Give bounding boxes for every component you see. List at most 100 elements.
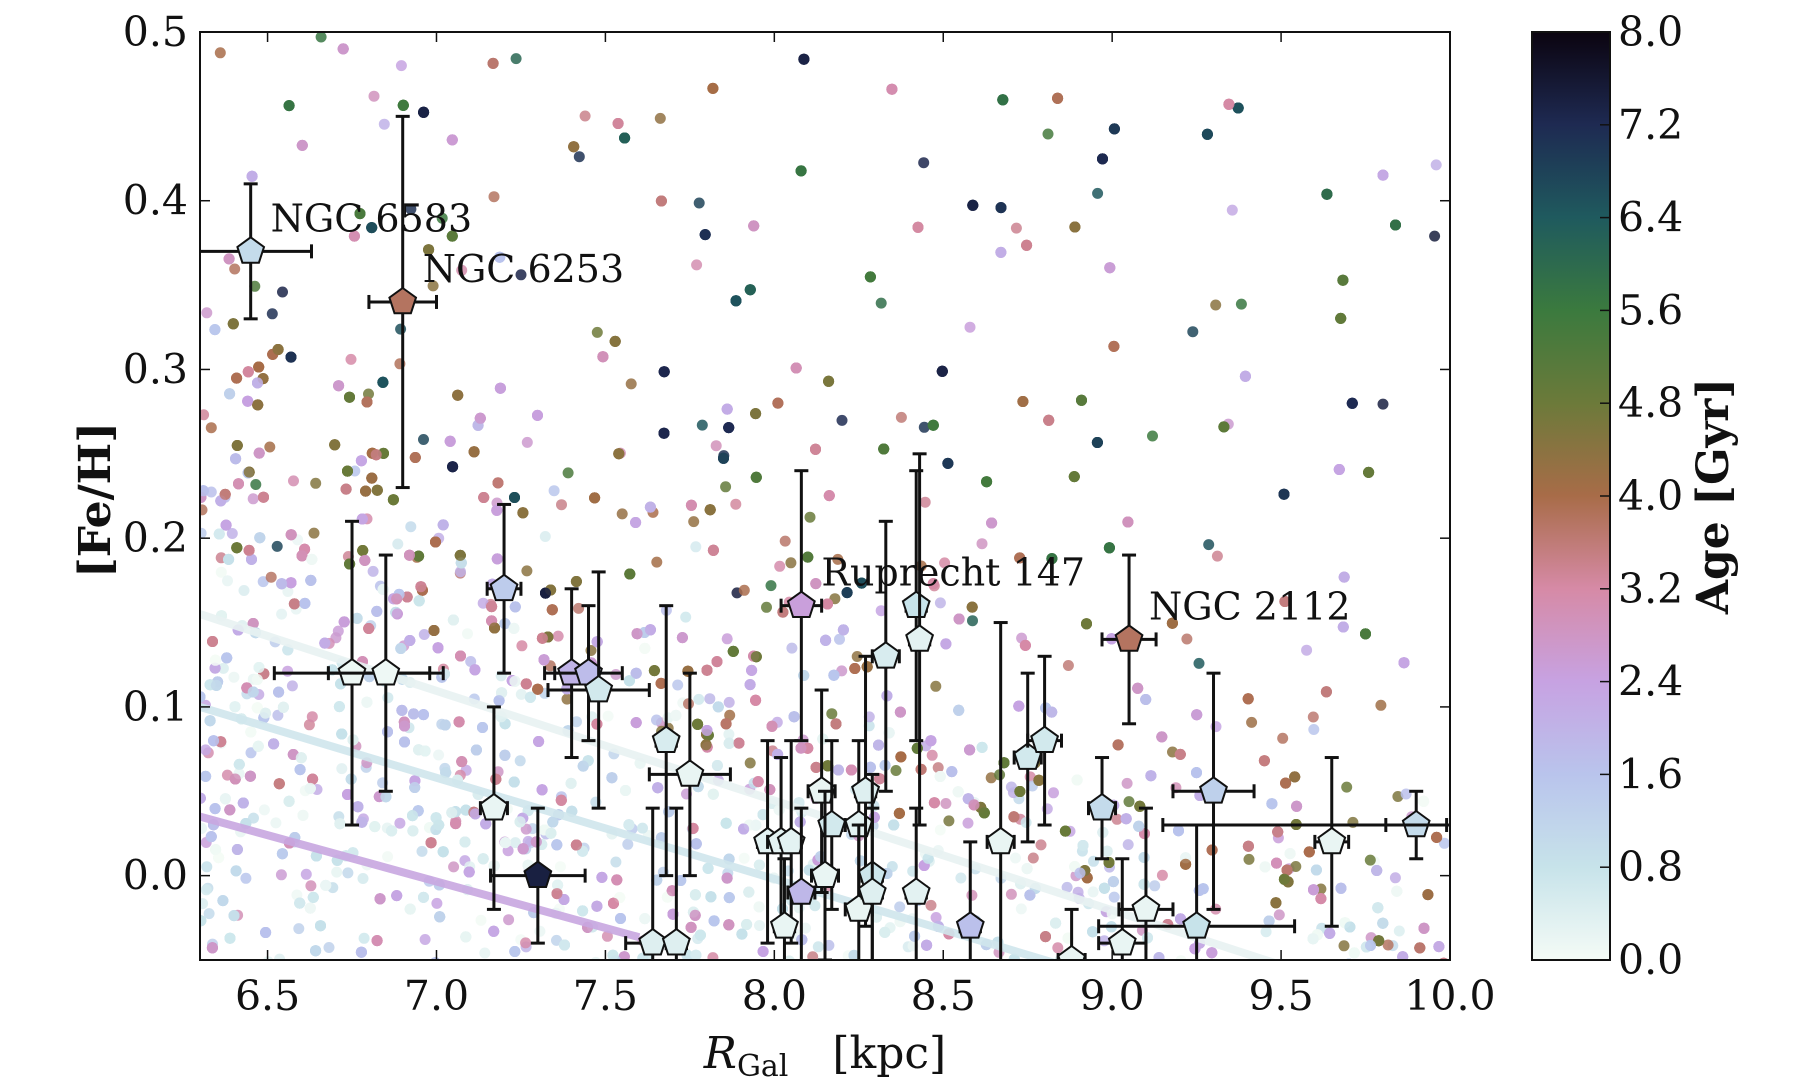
background-star <box>997 94 1009 106</box>
background-star <box>532 683 544 695</box>
background-star <box>320 879 332 891</box>
background-star <box>357 873 369 884</box>
background-star <box>730 295 742 307</box>
background-star <box>1071 774 1083 786</box>
background-star <box>845 764 857 776</box>
background-star <box>1307 933 1319 945</box>
background-star <box>356 816 368 828</box>
background-star <box>1048 787 1059 799</box>
background-star <box>416 845 428 857</box>
cluster-point <box>1012 671 1043 844</box>
background-star <box>667 965 678 976</box>
background-star <box>1377 971 1388 982</box>
background-star <box>607 949 619 960</box>
background-star <box>323 942 335 953</box>
background-star <box>611 874 623 886</box>
background-star <box>981 476 993 488</box>
cluster-marker <box>955 911 985 939</box>
background-star <box>352 801 364 813</box>
background-star <box>1081 618 1092 630</box>
background-star <box>837 624 849 636</box>
background-star <box>253 447 265 459</box>
background-star <box>939 557 951 569</box>
background-star <box>299 597 311 609</box>
background-star <box>1243 853 1255 865</box>
cluster-marker <box>1030 725 1060 753</box>
background-star <box>534 925 546 937</box>
background-star <box>1206 947 1218 959</box>
background-star <box>952 786 964 798</box>
background-star <box>1014 552 1026 564</box>
background-star <box>282 665 294 677</box>
background-star <box>508 622 520 634</box>
cluster-point <box>651 604 681 878</box>
background-star <box>1147 430 1158 442</box>
background-star <box>590 956 601 960</box>
background-star <box>455 650 466 662</box>
background-star <box>366 222 378 234</box>
background-star <box>721 872 733 884</box>
background-star <box>552 879 564 891</box>
background-star <box>408 708 420 720</box>
colorbar-tick-label: 0.0 <box>1618 936 1683 984</box>
background-star <box>462 628 473 640</box>
background-star <box>204 968 215 979</box>
background-star <box>676 632 688 644</box>
background-star <box>802 551 814 563</box>
background-star <box>577 760 589 772</box>
background-star <box>201 861 213 873</box>
background-star <box>371 605 383 617</box>
cluster-marker <box>675 759 705 787</box>
background-star <box>1047 964 1058 975</box>
background-star <box>761 601 772 613</box>
background-star <box>418 106 430 118</box>
background-star <box>779 535 791 547</box>
background-star <box>1035 960 1046 971</box>
background-star <box>1149 880 1161 892</box>
background-star <box>1433 941 1445 953</box>
background-star <box>205 959 210 960</box>
background-star <box>869 966 880 977</box>
background-star <box>788 711 800 723</box>
background-star <box>915 763 927 775</box>
background-star <box>752 776 764 788</box>
background-star <box>285 577 297 589</box>
background-star <box>1062 660 1074 671</box>
background-star <box>274 953 286 960</box>
background-star <box>425 837 437 849</box>
background-star <box>927 419 939 431</box>
background-star <box>1290 861 1302 872</box>
background-star <box>804 961 815 972</box>
background-star <box>395 60 407 72</box>
background-star <box>371 935 383 947</box>
background-star <box>1107 876 1119 888</box>
background-star <box>1367 970 1378 981</box>
background-star <box>690 949 702 960</box>
background-star <box>363 623 375 634</box>
background-star <box>1087 926 1099 938</box>
background-star <box>418 891 429 903</box>
background-star <box>382 726 393 738</box>
background-star <box>294 764 306 776</box>
background-star <box>953 613 965 625</box>
background-star <box>1210 299 1222 311</box>
background-star <box>766 720 778 732</box>
background-star <box>409 452 421 463</box>
background-star <box>786 642 798 654</box>
background-star <box>520 937 532 949</box>
background-star <box>602 710 614 722</box>
background-star <box>450 818 462 830</box>
background-star <box>930 912 942 923</box>
background-star <box>707 788 719 800</box>
background-star <box>832 764 844 776</box>
background-star <box>1091 437 1103 448</box>
background-star <box>1010 852 1021 864</box>
background-star <box>308 527 320 539</box>
cluster-marker <box>905 624 935 652</box>
background-star <box>615 913 626 924</box>
background-star <box>616 508 628 520</box>
cluster-point <box>200 182 313 321</box>
background-star <box>394 817 406 829</box>
background-star <box>250 479 262 490</box>
